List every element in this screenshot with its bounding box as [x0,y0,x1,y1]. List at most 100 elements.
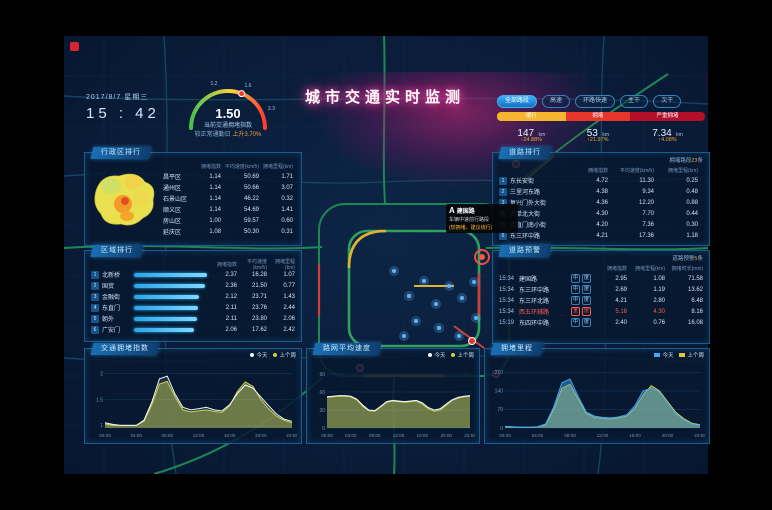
table-header: 拥堵指数 平均速度(km/h) 拥堵里程(km) [216,258,295,271]
district-name: 昌平区 [163,175,182,181]
map-alert-ring[interactable] [474,249,490,265]
y-tick-label: 0 [322,426,325,432]
area-row[interactable]: 1 北新桥 2.37 16.28 1.07 [91,269,295,280]
y-tick-label: 0 [500,426,503,432]
road-name: 西单北大街 [510,212,541,218]
congestion-index: 2.11 [225,315,237,322]
legend-item-lastweek[interactable]: 上个周 [273,351,296,359]
area-row[interactable]: 5 朝外 2.11 23.80 2.06 [91,313,295,324]
avg-speed-trend-panel: 路网平均速度 今天 上个周 0 30 60 90 00:00 04:00 08:00 12:0… [306,343,480,444]
road-row[interactable]: 3 复兴门外大街 4.36 12.20 0.88 [499,197,703,208]
road-filter-button[interactable]: 全部路段 [497,95,538,108]
district-row[interactable]: 顺义区 1.14 54.69 1.41 [163,204,293,215]
area-row[interactable]: 6 广安门 2.06 17.62 2.42 [91,324,295,335]
area-row[interactable]: 2 国贸 2.36 21.50 0.77 [91,280,295,291]
district-table: 拥堵指数 平均速度(km/h) 拥堵里程(km) 昌平区 1.14 50.69 … [163,161,293,237]
y-tick-label: 1 [100,423,103,429]
rank-badge: 4 [91,303,99,312]
road-filter-button[interactable]: 环路快速 [575,95,616,108]
alert-row[interactable]: 15:34 建国路 中 度 2.95 1.08 71.58 [499,273,703,284]
table-header: 拥堵指数 拥堵里程(km) 拥堵时长(min) [606,265,703,272]
district-row[interactable]: 昌平区 1.14 50.69 1.71 [163,171,293,182]
series-area [505,384,700,428]
district-row[interactable]: 房山区 1.00 59.57 0.60 [163,215,293,226]
legend-item-today[interactable]: 今天 [654,351,673,359]
congestion-gauge: 1.2 1.6 2.3 1.50 [189,81,275,130]
series-area [105,376,292,428]
alert-time: 15:19 [499,319,515,326]
area-ranking-panel: 区域排行 拥堵指数 平均速度(km/h) 拥堵里程(km) 1 北新桥 2.37… [84,245,302,342]
mileage-percent: ↑24.88% [520,137,543,143]
chart-legend: 今天 上个周 [654,351,704,359]
y-tick-label: 90 [319,372,325,378]
road-row[interactable]: 6 东三环中路 4.21 17.36 1.18 [499,230,703,241]
legend-item-today[interactable]: 今天 [428,351,445,359]
panel-title-tab: 路网平均速度 [312,343,382,355]
gauge-needle-dot [238,90,246,98]
road-row[interactable]: 4 西单北大街 4.30 7.70 0.44 [499,208,703,219]
gauge-tick-label: 1.6 [245,83,252,89]
area-row[interactable]: 3 金融街 2.12 23.71 1.43 [91,291,295,302]
alert-row[interactable]: 15:34 东三环中路 中 度 2.69 1.19 13.62 [499,284,703,295]
legend-item-today[interactable]: 今天 [250,351,267,359]
alert-row[interactable]: 15:34 西五环辅路 重 度 5.16 4.30 8.16 [499,306,703,317]
mileage-percent: ↑4.08% [658,137,677,143]
congestion-mileage: 0.60 [281,217,293,224]
congestion-duration: 71.58 [687,275,703,282]
district-row[interactable]: 通州区 1.14 50.66 3.07 [163,182,293,193]
severity-tag: 中 [571,296,580,305]
legend-item-lastweek[interactable]: 上个周 [679,351,704,359]
alert-row[interactable]: 15:34 东三环北路 中 度 4.21 2.80 6.48 [499,295,703,306]
congestion-mileage: 2.06 [283,315,295,322]
alert-time: 15:34 [499,275,515,282]
congestion-mileage: 4.30 [653,308,665,315]
congestion-index: 2.37 [225,271,237,278]
road-filter-button[interactable]: 主干 [620,95,649,108]
district-heatmap[interactable] [89,165,161,237]
congestion-percents: ↑24.88% ↑21.97% ↑4.08% [497,137,705,143]
road-row[interactable]: 1 东长安街 4.72 11.30 0.25 [499,175,703,186]
congestion-index: 4.36 [596,199,608,206]
location-pin-icon: A [449,206,455,215]
x-tick-label: 20:00 [440,433,452,438]
x-tick-label: 12:00 [597,433,609,438]
gauge-compare-value: 上升3.70% [232,132,262,138]
panel-title-tab: 行政区排行 [90,147,152,159]
avg-speed: 23.76 [251,304,267,311]
panel-title-tab: 道路预警 [498,245,552,257]
district-row[interactable]: 石景山区 1.14 46.22 0.32 [163,193,293,204]
x-tick-label: 16:00 [224,433,236,438]
road-row[interactable]: 5 西直门南小街 4.20 7.36 0.30 [499,219,703,230]
avg-speed: 23.80 [251,315,267,322]
avg-speed: 23.71 [251,293,267,300]
road-name: 复兴门外大街 [510,201,547,207]
road-filter-button[interactable]: 高速 [542,95,571,108]
mileage-value: 53 [586,128,598,139]
congestion-mileage: 0.30 [686,221,698,228]
y-tick-label: 2 [100,371,103,377]
avg-speed: 50.69 [243,173,259,180]
congestion-index: 4.72 [596,177,608,184]
x-tick-label: 00:00 [499,433,511,438]
congestion-index: 4.38 [596,188,608,195]
district-row[interactable]: 延庆区 1.08 50.30 0.31 [163,226,293,237]
series-area [505,379,700,428]
avg-speed: 11.30 [639,177,654,184]
road-filter-button[interactable]: 次干 [653,95,682,108]
area-bar [134,272,207,277]
congestion-index: 1.14 [209,184,221,191]
congested-roads-note: 拥堵路段23条 [669,158,703,164]
series-area [327,395,470,428]
congestion-mileage-trend-panel: 拥堵里程 今天 上个周 0 70 140 210 00:00 04:00 08:00 12:0… [484,343,710,444]
area-row[interactable]: 4 东直门 2.11 23.76 2.44 [91,302,295,313]
x-tick-label: 08:00 [369,433,381,438]
alert-row[interactable]: 15:19 东四环中路 中 度 2.40 0.76 16.08 [499,317,703,328]
road-name: 西直门南小街 [510,223,547,229]
avg-speed-chart: 0 30 60 90 00:00 04:00 08:00 12:00 16:00 20:00 23:… [319,372,475,438]
gauge-tick-label: 2.3 [268,106,275,112]
mileage-value: 7.34 [652,128,672,139]
legend-item-lastweek[interactable]: 上个周 [451,351,474,359]
road-name: 东三环中路 [510,234,541,240]
gauge-value: 1.50 [215,106,240,121]
road-row[interactable]: 2 三里河东路 4.38 9.34 0.48 [499,186,703,197]
